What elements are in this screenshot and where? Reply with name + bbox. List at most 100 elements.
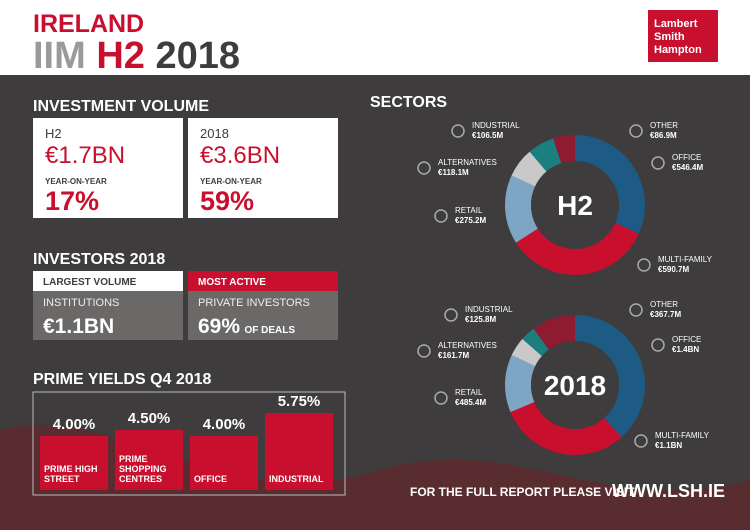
card-change: 59% [200,186,254,216]
column-value: 69% [198,315,240,338]
sector-name: INDUSTRIAL [465,305,513,314]
bar-value: 4.00% [52,416,96,434]
sector-icon [417,161,431,175]
donut-segment [515,222,639,276]
column-value: €1.1BN [43,315,114,338]
title: IRELAND [33,10,144,38]
sector-name: RETAIL [455,206,483,215]
card [188,118,338,218]
yields-frame [32,391,346,496]
sector-value: €86.9M [650,131,677,140]
sector-icon [444,308,458,322]
sector-value: €546.4M [672,163,703,172]
bar-label: PRIME SHOPPING CENTRES [119,453,167,484]
donut-segment [575,135,645,234]
donut-segment [511,338,542,367]
card-period: 2018 [200,126,229,141]
column-header: LARGEST VOLUME [43,277,137,288]
sector-name: ALTERNATIVES [438,158,497,167]
sector-value: €106.5M [472,131,503,140]
section-title: INVESTORS 2018 [33,251,165,268]
column-header-bg [33,271,183,291]
donut-hole [531,161,619,249]
section-title: INVESTMENT VOLUME [33,98,209,115]
subtitle: IIM H2 2018 [33,35,240,77]
sector-name: OTHER [650,121,678,130]
sector-icon [651,156,665,170]
column-value-line: €1.1BN [43,315,114,338]
sector-icon [434,391,448,405]
bar-value: 5.75% [277,392,321,410]
bar: PRIME SHOPPING CENTRES [115,429,183,490]
sector-name: OTHER [650,300,678,309]
sector-name: MULTI-FAMILY [658,255,713,264]
sector-value: €161.7M [438,351,469,360]
card-change-label: YEAR-ON-YEAR [200,177,262,186]
sector-value: €275.2M [455,216,486,225]
donut-center-label: 2018 [544,370,606,401]
sector-icon [651,338,665,352]
sector-icon [634,434,648,448]
donut-segment [510,402,622,455]
footer-text: FOR THE FULL REPORT PLEASE VISIT [410,485,635,499]
sector-name: MULTI-FAMILY [655,431,710,440]
donut-hole [531,341,619,429]
sector-name: OFFICE [672,335,701,344]
sector-icon [417,344,431,358]
card-change-label: YEAR-ON-YEAR [45,177,107,186]
sector-icon [451,124,465,138]
bar: INDUSTRIAL [265,412,333,490]
column-label: PRIVATE INVESTORS [198,297,310,309]
sector-name: RETAIL [455,388,483,397]
column-body [33,291,183,340]
subtitle-part: H2 [96,35,145,77]
sector-value: €1.4BN [672,345,699,354]
sector-value: €367.7M [650,310,681,319]
footer-link[interactable]: WWW.LSH.IE [612,481,725,501]
bar-label: PRIME HIGH STREET [44,463,98,484]
sector-icon [637,258,651,272]
section-title: SECTORS [370,94,447,111]
sector-value: €118.1M [438,168,469,177]
sector-icon [629,303,643,317]
bar: PRIME HIGH STREET [40,436,108,490]
column-value-line: 69% OF DEALS [198,315,295,338]
donut-segment [522,328,549,357]
sector-icon [629,124,643,138]
logo [648,10,718,62]
bar-label: INDUSTRIAL [269,473,324,484]
logo-text: Smith [654,31,685,43]
sector-value: €125.8M [465,315,496,324]
donut-segment [553,135,575,164]
donut-segment [529,138,562,172]
sector-icon [434,209,448,223]
card-change: 17% [45,186,99,216]
card-period: H2 [45,126,62,141]
subtitle-part: 2018 [155,35,240,77]
column-header-bg [188,271,338,291]
column-value-suffix: OF DEALS [244,325,295,336]
sector-value: €485.4M [455,398,486,407]
section-title: PRIME YIELDS Q4 2018 [33,371,212,388]
donut-segment [505,355,536,413]
bar-value: 4.50% [127,409,171,427]
card-value: €1.7BN [45,142,125,169]
logo-text: Hampton [654,44,702,56]
sector-value: €1.1BN [655,441,682,450]
logo-text: Lambert [654,18,698,30]
donut-segment [511,151,547,187]
sector-name: INDUSTRIAL [472,121,520,130]
donut-segment [533,315,575,350]
bar-label: OFFICE [194,473,227,484]
bar: OFFICE [190,436,258,490]
donut-segment [575,315,646,438]
card [33,118,183,218]
decor-wave [0,425,750,530]
donut-segment [505,175,538,243]
card-value: €3.6BN [200,142,280,169]
column-label: INSTITUTIONS [43,297,119,309]
sector-value: €590.7M [658,265,689,274]
bar-value: 4.00% [202,416,246,434]
